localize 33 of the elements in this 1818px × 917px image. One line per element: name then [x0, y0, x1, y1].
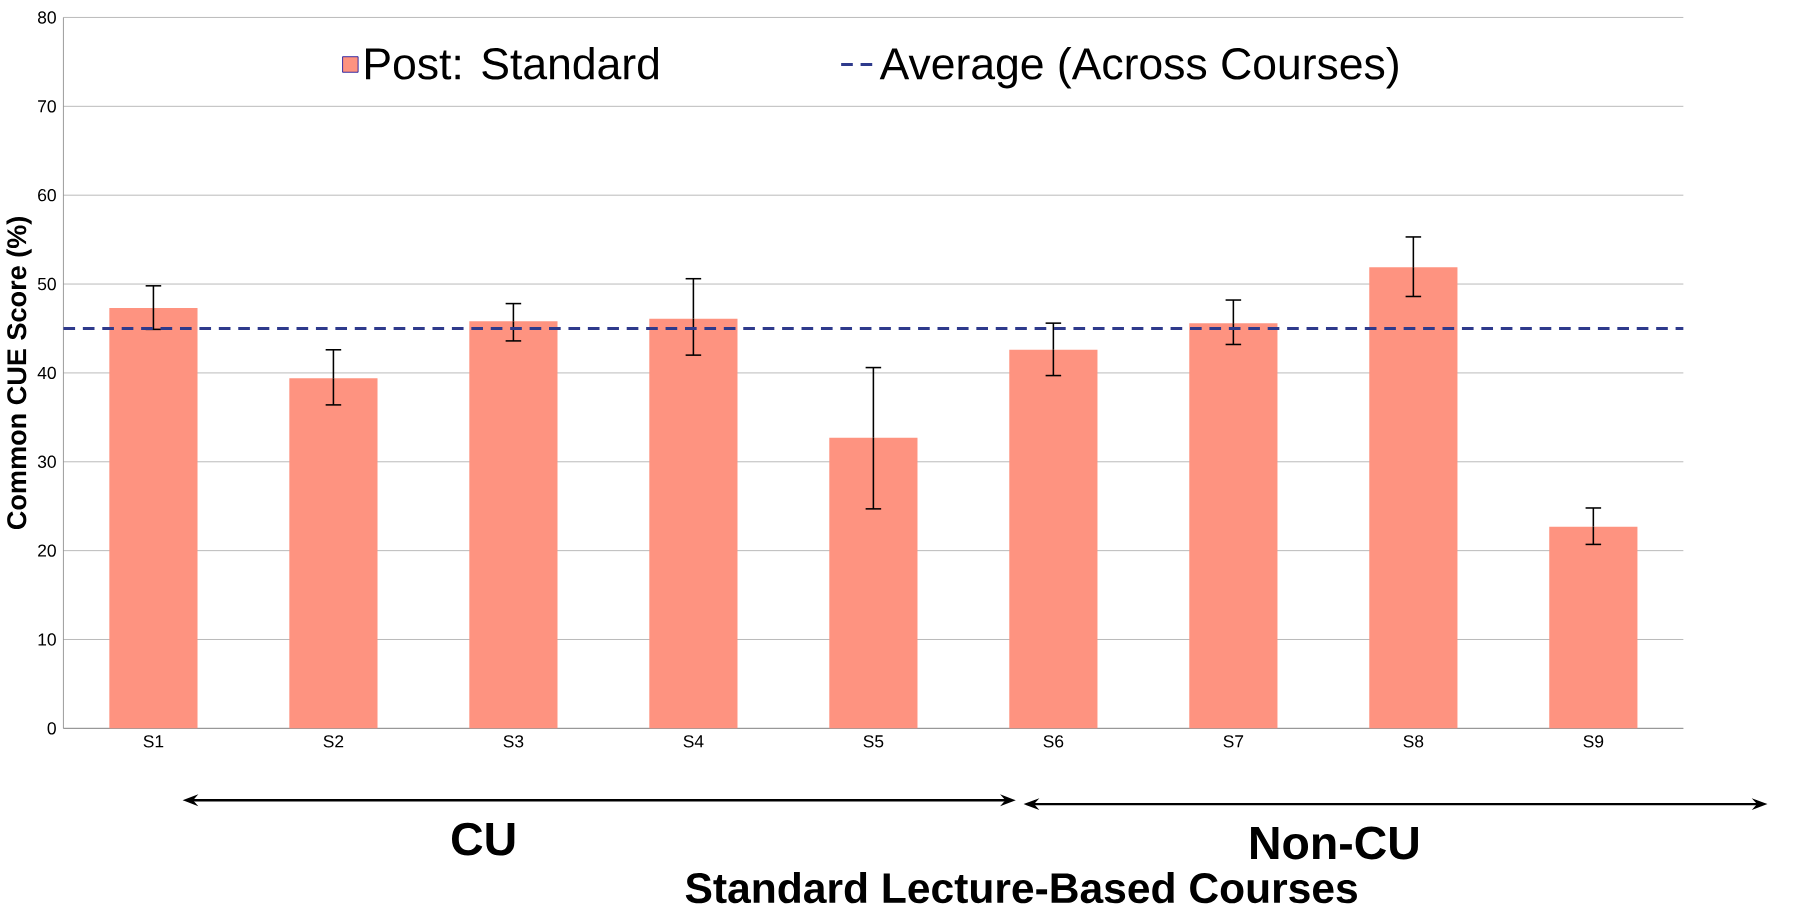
y-axis-title: Common CUE Score (%) — [6, 217, 32, 530]
y-tick-label: 60 — [38, 189, 56, 202]
x-axis-title: Standard Lecture-Based Courses — [685, 872, 1357, 904]
legend-label: Average (Across Courses) — [879, 47, 1398, 89]
y-tick-label: 70 — [38, 100, 56, 113]
text: Non-CU — [1251, 826, 1418, 860]
x-tick-label: S6 — [1043, 735, 1064, 748]
y-tick-label: 10 — [38, 633, 56, 646]
x-tick-label: S4 — [683, 735, 704, 748]
x-tick-label: S5 — [863, 735, 884, 748]
bar — [1189, 323, 1278, 729]
legend-label: Post: Standard — [366, 47, 659, 80]
y-tick-label: 0 — [47, 722, 56, 735]
bar — [1369, 267, 1458, 729]
bar — [469, 321, 558, 729]
bar — [289, 378, 378, 729]
bar — [649, 318, 738, 729]
y-tick-label: 40 — [37, 366, 56, 380]
y-tick-label: 50 — [37, 277, 56, 291]
text: CU — [452, 822, 515, 856]
bar — [109, 308, 198, 729]
bar — [1549, 526, 1638, 729]
x-tick-label: S3 — [503, 735, 524, 748]
y-tick-label: 80 — [37, 11, 56, 24]
x-tick-label: S9 — [1583, 735, 1604, 748]
x-tick-label: S1 — [143, 735, 164, 748]
bar — [829, 437, 918, 729]
x-tick-label: S2 — [323, 735, 344, 748]
y-tick-label: 30 — [37, 455, 56, 469]
y-tick-label: 20 — [38, 544, 56, 557]
bar — [1009, 349, 1098, 729]
x-tick-label: S7 — [1223, 735, 1244, 748]
x-tick-label: S8 — [1403, 735, 1424, 748]
